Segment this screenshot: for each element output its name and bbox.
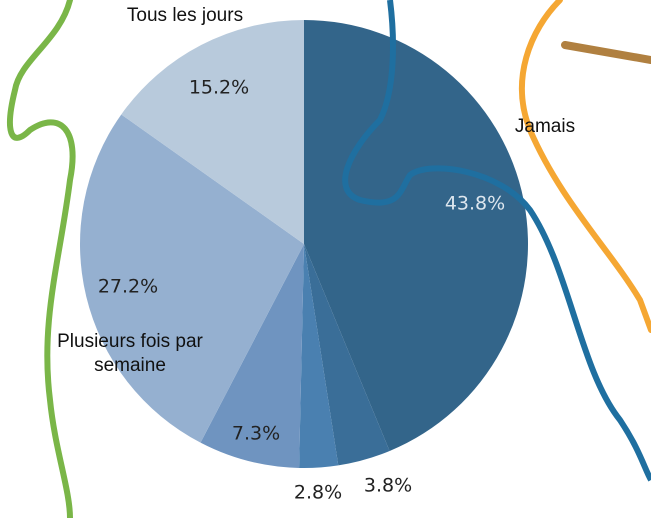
value-label: 43.8% — [445, 193, 505, 215]
pie-slice — [79, 114, 304, 443]
green-curve — [7, 0, 76, 518]
blue-curve — [342, 0, 651, 482]
pie-slice — [304, 20, 529, 451]
labels: 43.8% 3.8% 2.8% 7.3% 27.2% 15.2% — [98, 77, 505, 504]
value-label: 27.2% — [98, 276, 158, 298]
value-label: 3.8% — [364, 475, 412, 497]
pie-slice — [299, 244, 339, 468]
orange-curve — [519, 0, 651, 333]
pie-slice — [304, 244, 390, 466]
pie-slice — [200, 244, 304, 468]
value-label: 15.2% — [189, 77, 249, 99]
decorations — [7, 0, 651, 518]
category-label: Jamais — [514, 116, 576, 137]
value-label: 7.3% — [232, 423, 280, 445]
category-label: Plusieurs fois par semaine — [57, 331, 203, 376]
pie-slice — [121, 20, 305, 244]
category-label: Tous les jours — [126, 5, 244, 26]
pie — [79, 20, 529, 468]
value-label: 2.8% — [294, 482, 342, 504]
sax-icon — [561, 41, 651, 64]
